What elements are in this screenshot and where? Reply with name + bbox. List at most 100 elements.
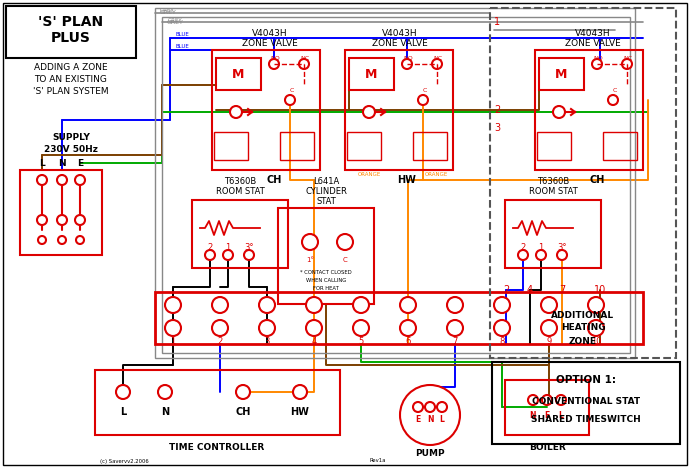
Text: 4: 4: [527, 285, 533, 295]
Text: 1°: 1°: [306, 257, 314, 263]
Circle shape: [212, 297, 228, 313]
Text: 3°: 3°: [244, 243, 254, 253]
Circle shape: [223, 250, 233, 260]
Bar: [347, 132, 381, 160]
Circle shape: [425, 402, 435, 412]
Text: 7: 7: [559, 285, 565, 295]
Text: 2: 2: [520, 243, 526, 253]
Text: ZONE VALVE: ZONE VALVE: [372, 38, 428, 47]
Text: NC: NC: [300, 56, 309, 60]
Text: NO: NO: [593, 56, 603, 60]
Text: L641A: L641A: [313, 177, 339, 187]
Text: GREY: GREY: [160, 10, 177, 15]
Circle shape: [536, 250, 546, 260]
Text: L: L: [559, 411, 564, 421]
Circle shape: [400, 320, 416, 336]
Bar: [95, 370, 340, 435]
Circle shape: [353, 320, 369, 336]
Text: L: L: [120, 407, 126, 417]
Text: FOR HEAT: FOR HEAT: [313, 285, 339, 291]
Text: N: N: [161, 407, 169, 417]
Text: 2: 2: [217, 336, 223, 345]
Bar: [603, 132, 637, 160]
Text: E: E: [77, 159, 83, 168]
Text: CH: CH: [266, 175, 282, 185]
Text: M: M: [232, 67, 244, 80]
Text: 1: 1: [226, 243, 230, 253]
Circle shape: [37, 175, 47, 185]
Circle shape: [57, 215, 67, 225]
Text: ORANGE: ORANGE: [425, 171, 449, 176]
Text: CH: CH: [589, 175, 604, 185]
Text: NC: NC: [623, 56, 632, 60]
Circle shape: [269, 59, 279, 69]
Text: C: C: [290, 88, 294, 93]
Circle shape: [437, 402, 447, 412]
Text: M: M: [555, 67, 567, 80]
Circle shape: [158, 385, 172, 399]
Text: 2: 2: [208, 243, 213, 253]
Text: 3°: 3°: [558, 243, 566, 253]
Circle shape: [557, 250, 567, 260]
Text: L: L: [440, 416, 444, 424]
Bar: [537, 132, 571, 160]
Text: 5: 5: [358, 336, 364, 345]
Text: 1: 1: [170, 336, 176, 345]
Circle shape: [353, 297, 369, 313]
Text: 'S' PLAN SYSTEM: 'S' PLAN SYSTEM: [33, 88, 109, 96]
Text: 3: 3: [264, 336, 270, 345]
Text: STAT: STAT: [316, 197, 336, 206]
Text: ADDITIONAL: ADDITIONAL: [551, 310, 615, 320]
Circle shape: [57, 175, 67, 185]
Text: N: N: [426, 416, 433, 424]
Text: NO: NO: [270, 56, 279, 60]
Text: TIME CONTROLLER: TIME CONTROLLER: [169, 443, 265, 452]
Text: ROOM STAT: ROOM STAT: [215, 188, 264, 197]
Text: PLUS: PLUS: [51, 31, 91, 45]
Text: N: N: [530, 411, 536, 421]
Text: Rev1a: Rev1a: [370, 459, 386, 463]
Bar: [155, 292, 643, 344]
Bar: [216, 58, 261, 90]
Bar: [212, 50, 320, 170]
Text: HEATING: HEATING: [561, 323, 605, 332]
Text: T6360B: T6360B: [224, 177, 256, 187]
Circle shape: [447, 297, 463, 313]
Text: 1: 1: [538, 243, 544, 253]
Text: C: C: [423, 88, 427, 93]
Circle shape: [205, 250, 215, 260]
Text: C: C: [343, 257, 347, 263]
Text: ZONE VALVE: ZONE VALVE: [242, 38, 298, 47]
Text: M: M: [365, 67, 377, 80]
Bar: [214, 132, 248, 160]
Circle shape: [285, 95, 295, 105]
Text: 2: 2: [494, 105, 500, 115]
Text: CYLINDER: CYLINDER: [305, 188, 347, 197]
Bar: [192, 200, 288, 268]
Text: GREY: GREY: [167, 20, 184, 24]
Circle shape: [528, 395, 538, 405]
Text: ZONE: ZONE: [569, 336, 597, 345]
Circle shape: [76, 236, 84, 244]
Text: 230V 50Hz: 230V 50Hz: [44, 146, 98, 154]
Circle shape: [541, 297, 557, 313]
Text: V4043H: V4043H: [382, 29, 418, 37]
Text: GREY: GREY: [160, 8, 175, 14]
Text: HW: HW: [290, 407, 309, 417]
Circle shape: [75, 175, 85, 185]
Text: BOILER: BOILER: [529, 443, 565, 452]
Text: 9: 9: [546, 336, 551, 345]
Bar: [280, 132, 314, 160]
Text: E: E: [544, 411, 550, 421]
Circle shape: [259, 297, 275, 313]
Circle shape: [608, 95, 618, 105]
Bar: [278, 208, 374, 304]
Bar: [20, 170, 102, 255]
Circle shape: [244, 250, 254, 260]
Text: 10: 10: [594, 285, 606, 295]
Circle shape: [588, 320, 604, 336]
Circle shape: [413, 402, 423, 412]
Text: 7: 7: [453, 336, 457, 345]
Text: NC: NC: [433, 56, 442, 60]
Circle shape: [75, 215, 85, 225]
